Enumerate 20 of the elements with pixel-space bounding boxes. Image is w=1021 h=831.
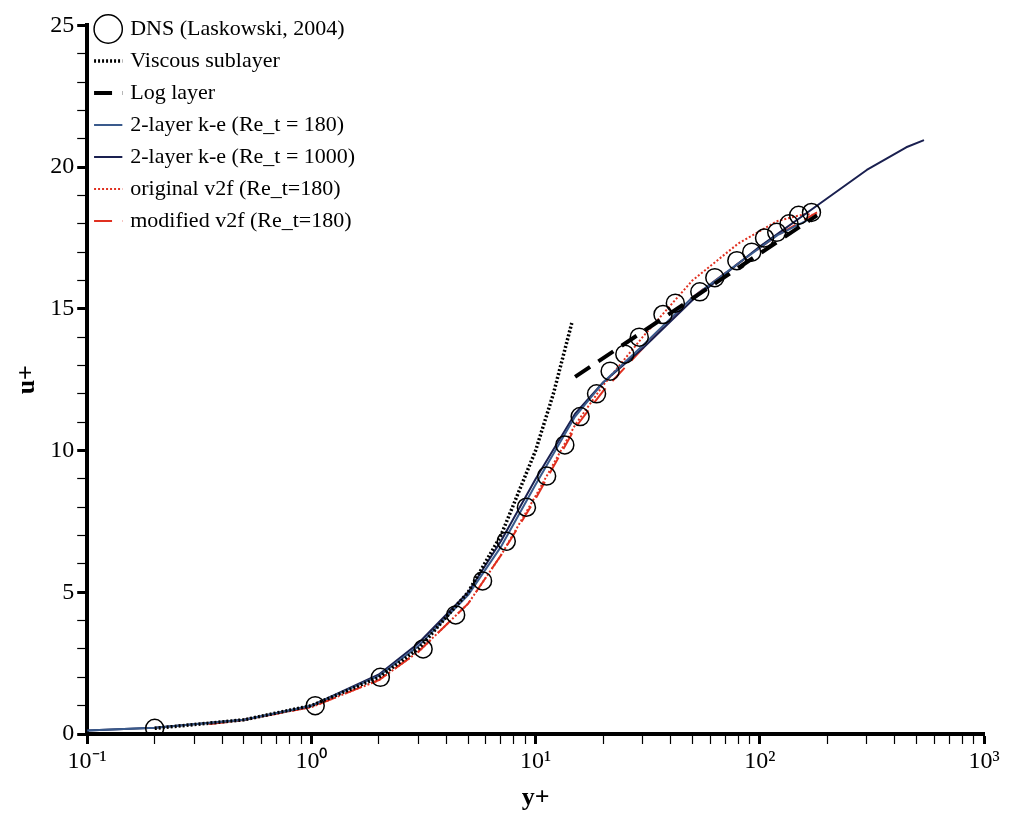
x-tick-label: 10⁻¹ [67, 746, 107, 773]
y-tick-label: 20 [50, 152, 75, 179]
y-tick-label: 25 [50, 10, 75, 37]
legend-label: Log layer [130, 78, 216, 104]
x-tick-label: 10⁰ [295, 746, 328, 773]
y-tick-label: 5 [62, 577, 75, 604]
legend-label: 2-layer k-e (Re_t = 180) [130, 110, 345, 136]
y-axis-title: u+ [11, 365, 41, 395]
legend-label: modified v2f (Re_t=180) [130, 206, 352, 232]
y-tick-label: 10 [50, 435, 75, 462]
legend-label: DNS (Laskowski, 2004) [130, 14, 345, 40]
legend-label: 2-layer k-e (Re_t = 1000) [130, 142, 356, 168]
x-axis-title: y+ [521, 782, 550, 812]
x-tick-label: 10³ [968, 746, 1000, 773]
y-tick-label: 15 [50, 294, 75, 321]
y-tick-label: 0 [62, 719, 75, 746]
legend-label: original v2f (Re_t=180) [130, 174, 341, 200]
x-tick-label: 10² [744, 746, 776, 773]
legend-label: Viscous sublayer [130, 46, 281, 72]
x-tick-label: 10¹ [520, 746, 552, 773]
